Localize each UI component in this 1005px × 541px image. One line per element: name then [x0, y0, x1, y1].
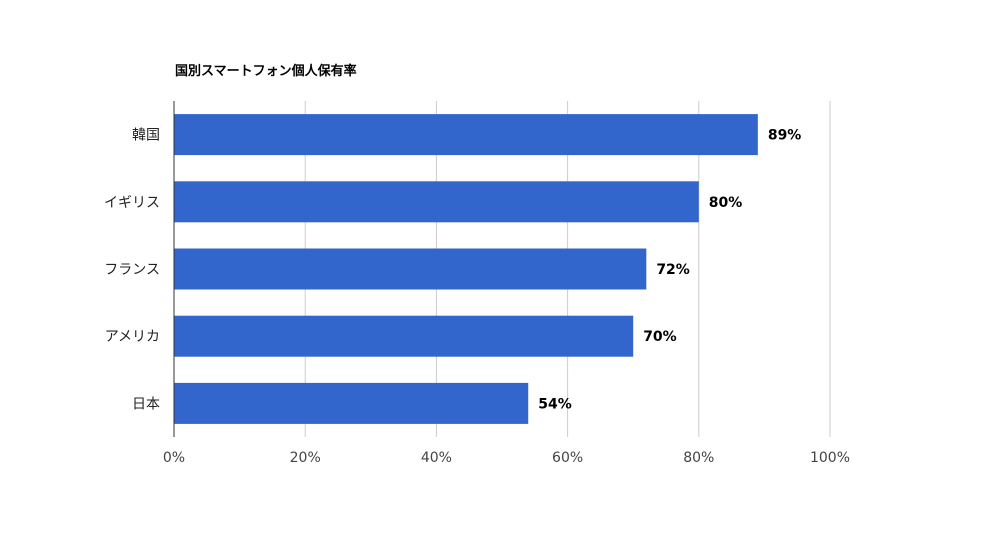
data-label: 54%: [538, 396, 572, 412]
data-label: 72%: [656, 262, 690, 278]
x-tick-label: 80%: [683, 450, 714, 466]
bar-2: [174, 248, 647, 290]
bar-3: [174, 315, 634, 357]
x-tick-label: 40%: [421, 450, 452, 466]
chart-title: 国別スマートフォン個人保有率: [175, 63, 357, 79]
category-label: フランス: [104, 262, 160, 278]
data-label: 89%: [768, 128, 802, 144]
data-label: 80%: [709, 195, 743, 211]
x-tick-label: 20%: [290, 450, 321, 466]
bars: [174, 114, 758, 424]
category-label: 韓国: [132, 128, 160, 144]
category-label: アメリカ: [105, 329, 160, 345]
bar-1: [174, 181, 699, 223]
category-label: イギリス: [104, 195, 160, 211]
data-label: 70%: [643, 329, 677, 345]
x-tick-label: 0%: [163, 450, 185, 466]
category-label: 日本: [132, 396, 160, 412]
bar-4: [174, 382, 529, 424]
x-tick-label: 60%: [552, 450, 583, 466]
x-tick-label: 100%: [810, 450, 850, 466]
x-tick-labels: 0% 20% 40% 60% 80% 100%: [163, 450, 850, 466]
bar-0: [174, 114, 758, 156]
data-labels: 89% 80% 72% 70% 54%: [538, 128, 801, 413]
